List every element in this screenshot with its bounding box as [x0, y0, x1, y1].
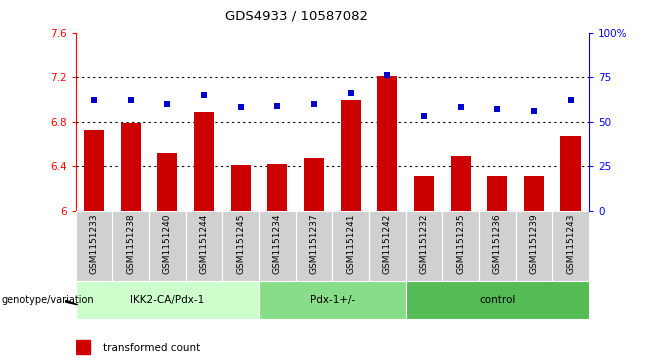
Point — [309, 101, 319, 107]
Point — [236, 105, 246, 110]
Text: GSM1151243: GSM1151243 — [566, 213, 575, 274]
Polygon shape — [66, 301, 78, 305]
Bar — [230, 165, 251, 211]
Text: genotype/variation: genotype/variation — [1, 295, 94, 305]
Text: IKK2-CA/Pdx-1: IKK2-CA/Pdx-1 — [130, 295, 205, 305]
Point — [272, 103, 282, 109]
Bar — [76, 281, 259, 319]
Bar — [442, 211, 479, 281]
Text: GSM1151237: GSM1151237 — [309, 213, 318, 274]
Bar — [516, 211, 552, 281]
Bar — [341, 101, 361, 211]
Bar — [487, 176, 507, 211]
Point — [345, 90, 356, 96]
Bar — [84, 130, 104, 211]
Point — [162, 101, 172, 107]
Point — [89, 97, 99, 103]
Text: GSM1151236: GSM1151236 — [493, 213, 502, 274]
Bar — [157, 153, 178, 211]
Bar — [304, 158, 324, 211]
Text: GSM1151241: GSM1151241 — [346, 213, 355, 274]
Bar — [524, 176, 544, 211]
Text: GSM1151234: GSM1151234 — [273, 213, 282, 274]
Bar — [405, 211, 442, 281]
Point — [418, 113, 429, 119]
Text: GSM1151238: GSM1151238 — [126, 213, 135, 274]
Bar — [76, 340, 90, 354]
Bar — [186, 211, 222, 281]
Text: transformed count: transformed count — [103, 343, 200, 354]
Text: GSM1151245: GSM1151245 — [236, 213, 245, 274]
Point — [382, 73, 393, 78]
Bar — [414, 176, 434, 211]
Bar — [561, 136, 580, 211]
Text: control: control — [479, 295, 515, 305]
Point — [126, 97, 136, 103]
Point — [492, 106, 503, 112]
Bar — [377, 76, 397, 211]
Point — [455, 105, 466, 110]
Text: GSM1151235: GSM1151235 — [456, 213, 465, 274]
Bar — [295, 211, 332, 281]
Bar — [120, 123, 141, 211]
Bar — [332, 211, 369, 281]
Bar — [267, 164, 288, 211]
Text: GSM1151244: GSM1151244 — [199, 213, 209, 274]
Bar — [259, 281, 405, 319]
Bar — [113, 211, 149, 281]
Bar — [405, 281, 589, 319]
Text: GSM1151233: GSM1151233 — [89, 213, 99, 274]
Text: GSM1151239: GSM1151239 — [530, 213, 538, 274]
Text: GDS4933 / 10587082: GDS4933 / 10587082 — [224, 9, 368, 22]
Bar — [149, 211, 186, 281]
Bar — [369, 211, 405, 281]
Point — [199, 92, 209, 98]
Point — [528, 108, 539, 114]
Text: GSM1151232: GSM1151232 — [419, 213, 428, 274]
Text: GSM1151240: GSM1151240 — [163, 213, 172, 274]
Bar — [222, 211, 259, 281]
Bar — [259, 211, 295, 281]
Text: Pdx-1+/-: Pdx-1+/- — [310, 295, 355, 305]
Point — [565, 97, 576, 103]
Bar — [552, 211, 589, 281]
Bar — [451, 156, 470, 211]
Text: GSM1151242: GSM1151242 — [383, 213, 392, 274]
Bar — [479, 211, 516, 281]
Bar — [76, 211, 113, 281]
Bar — [194, 111, 214, 211]
